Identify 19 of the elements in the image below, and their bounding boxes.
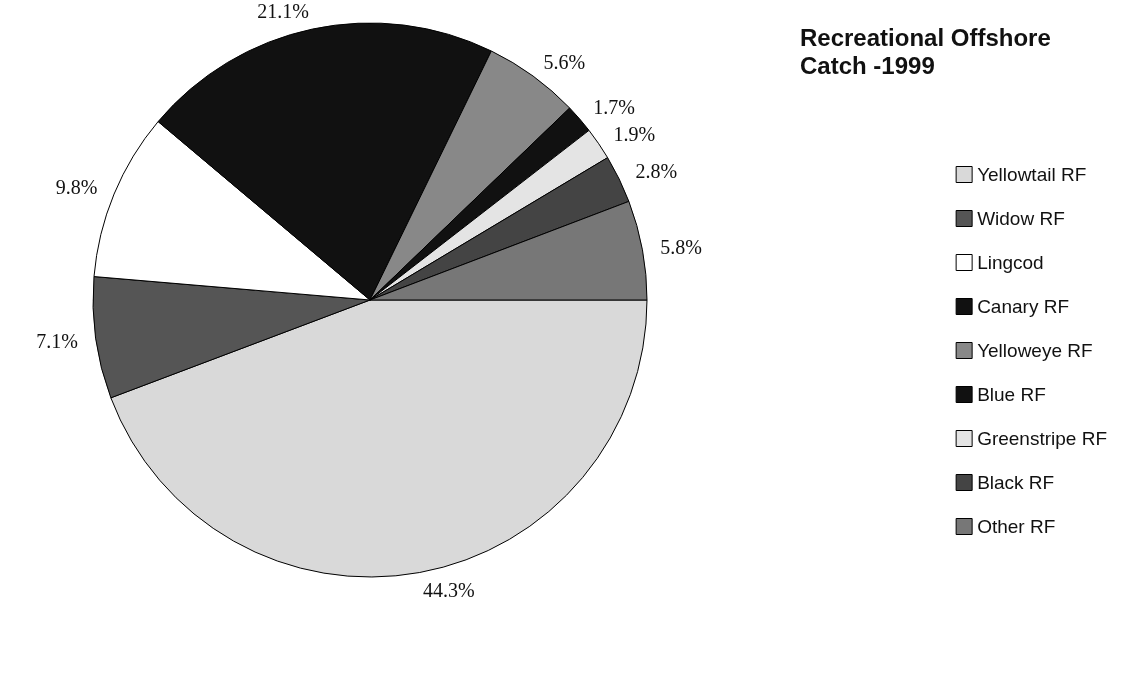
legend-label: Widow RF xyxy=(977,208,1065,229)
data-label: 21.1% xyxy=(257,0,309,23)
legend-label: Other RF xyxy=(977,516,1056,537)
data-label: 1.7% xyxy=(593,96,635,119)
legend-label: Black RF xyxy=(977,472,1055,493)
legend-label: Blue RF xyxy=(977,384,1046,405)
data-label: 2.8% xyxy=(635,160,678,183)
text: Recreational Offshore Catch -1999 xyxy=(800,23,1051,79)
data-label: 5.8% xyxy=(660,235,702,258)
data-label: 7.1% xyxy=(36,329,78,352)
data-label: 1.9% xyxy=(613,122,656,145)
legend-label: Lingcod xyxy=(977,252,1044,273)
legend-label: Yelloweye RF xyxy=(977,340,1093,361)
legend-label: Greenstripe RF xyxy=(977,428,1107,449)
data-label: 9.8% xyxy=(55,176,98,199)
legend-label: Canary RF xyxy=(977,296,1069,317)
data-label: 44.3% xyxy=(422,579,475,602)
legend-label: Yellowtail RF xyxy=(977,164,1087,185)
data-label: 5.6% xyxy=(543,50,586,73)
